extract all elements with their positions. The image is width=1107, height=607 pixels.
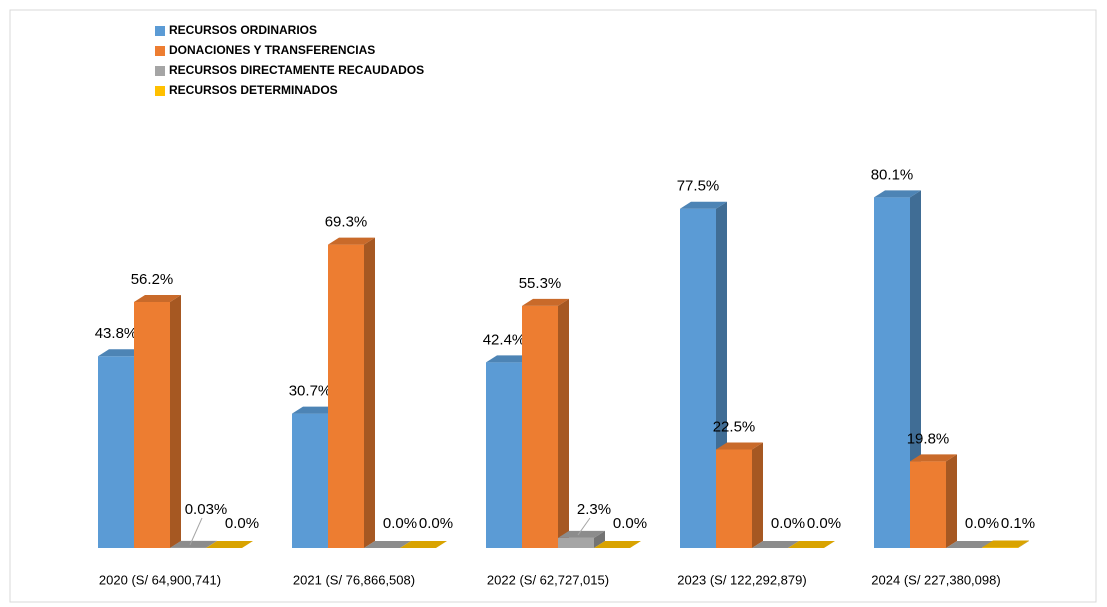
bar-side xyxy=(594,530,605,548)
data-label: 56.2% xyxy=(131,271,174,288)
x-tick-label: 2023 (S/ 122,292,879) xyxy=(677,572,806,587)
legend-label: RECURSOS DETERMINADOS xyxy=(169,83,338,97)
data-label: 30.7% xyxy=(289,383,332,400)
bar-side xyxy=(752,442,763,548)
bar xyxy=(680,208,716,548)
bar-top xyxy=(486,355,533,363)
data-label: 80.1% xyxy=(871,166,914,183)
bar-top xyxy=(982,540,1029,548)
bar-top xyxy=(364,541,411,548)
bar-top xyxy=(946,541,993,548)
legend-swatch xyxy=(155,26,165,36)
bar-top xyxy=(910,454,957,462)
data-label: 55.3% xyxy=(519,275,562,292)
x-tick-label: 2024 (S/ 227,380,098) xyxy=(871,572,1000,587)
legend-label: DONACIONES Y TRANSFERENCIAS xyxy=(169,43,375,57)
leader-line xyxy=(577,517,591,536)
data-label: 42.4% xyxy=(483,331,526,348)
data-label: 43.8% xyxy=(95,325,138,342)
data-label: 19.8% xyxy=(907,430,950,447)
data-label: 22.5% xyxy=(713,418,756,435)
bar-top xyxy=(400,541,447,548)
bar-side xyxy=(364,237,375,548)
bar-top xyxy=(134,294,181,302)
bar xyxy=(716,449,752,548)
bar-top xyxy=(558,530,605,538)
data-label: 0.0% xyxy=(613,515,647,532)
bar-top xyxy=(874,190,921,198)
bar-top xyxy=(752,541,799,548)
x-tick-label: 2020 (S/ 64,900,741) xyxy=(99,572,221,587)
legend-swatch xyxy=(155,46,165,56)
bar-side xyxy=(170,294,181,548)
data-label: 0.0% xyxy=(965,515,999,532)
data-label: 0.0% xyxy=(419,515,453,532)
data-label: 77.5% xyxy=(677,178,720,195)
data-label: 0.0% xyxy=(807,515,841,532)
bar xyxy=(486,362,522,548)
bar-side xyxy=(206,540,217,548)
x-tick-label: 2021 (S/ 76,866,508) xyxy=(293,572,415,587)
bar xyxy=(328,244,364,548)
bar-top xyxy=(292,406,339,414)
bar xyxy=(522,305,558,548)
bar-top xyxy=(206,541,253,548)
bar-top xyxy=(716,442,763,450)
bar-side xyxy=(946,454,957,548)
bar-side xyxy=(558,298,569,548)
legend-label: RECURSOS DIRECTAMENTE RECAUDADOS xyxy=(169,63,424,77)
data-label: 0.0% xyxy=(225,515,259,532)
bar-top xyxy=(328,237,375,245)
data-label: 69.3% xyxy=(325,214,368,231)
bar xyxy=(98,356,134,548)
bar-top xyxy=(680,201,727,209)
bar xyxy=(558,537,594,548)
data-label: 0.1% xyxy=(1001,515,1035,532)
bar xyxy=(292,413,328,548)
legend-swatch xyxy=(155,66,165,76)
bar-top xyxy=(594,541,641,548)
bar xyxy=(910,461,946,548)
bar-top xyxy=(788,541,835,548)
x-tick-label: 2022 (S/ 62,727,015) xyxy=(487,572,609,587)
bar-top xyxy=(98,349,145,357)
data-label: 0.03% xyxy=(185,501,228,518)
legend-swatch xyxy=(155,86,165,96)
legend-label: RECURSOS ORDINARIOS xyxy=(169,23,317,37)
bar xyxy=(874,197,910,548)
data-label: 0.0% xyxy=(771,515,805,532)
chart-border xyxy=(9,9,1097,603)
bar-side xyxy=(1018,540,1029,548)
bar-top xyxy=(170,540,217,548)
bar xyxy=(134,301,170,548)
data-label: 2.3% xyxy=(577,501,611,518)
bar-top xyxy=(522,298,569,306)
leader-line xyxy=(189,517,203,546)
data-label: 0.0% xyxy=(383,515,417,532)
